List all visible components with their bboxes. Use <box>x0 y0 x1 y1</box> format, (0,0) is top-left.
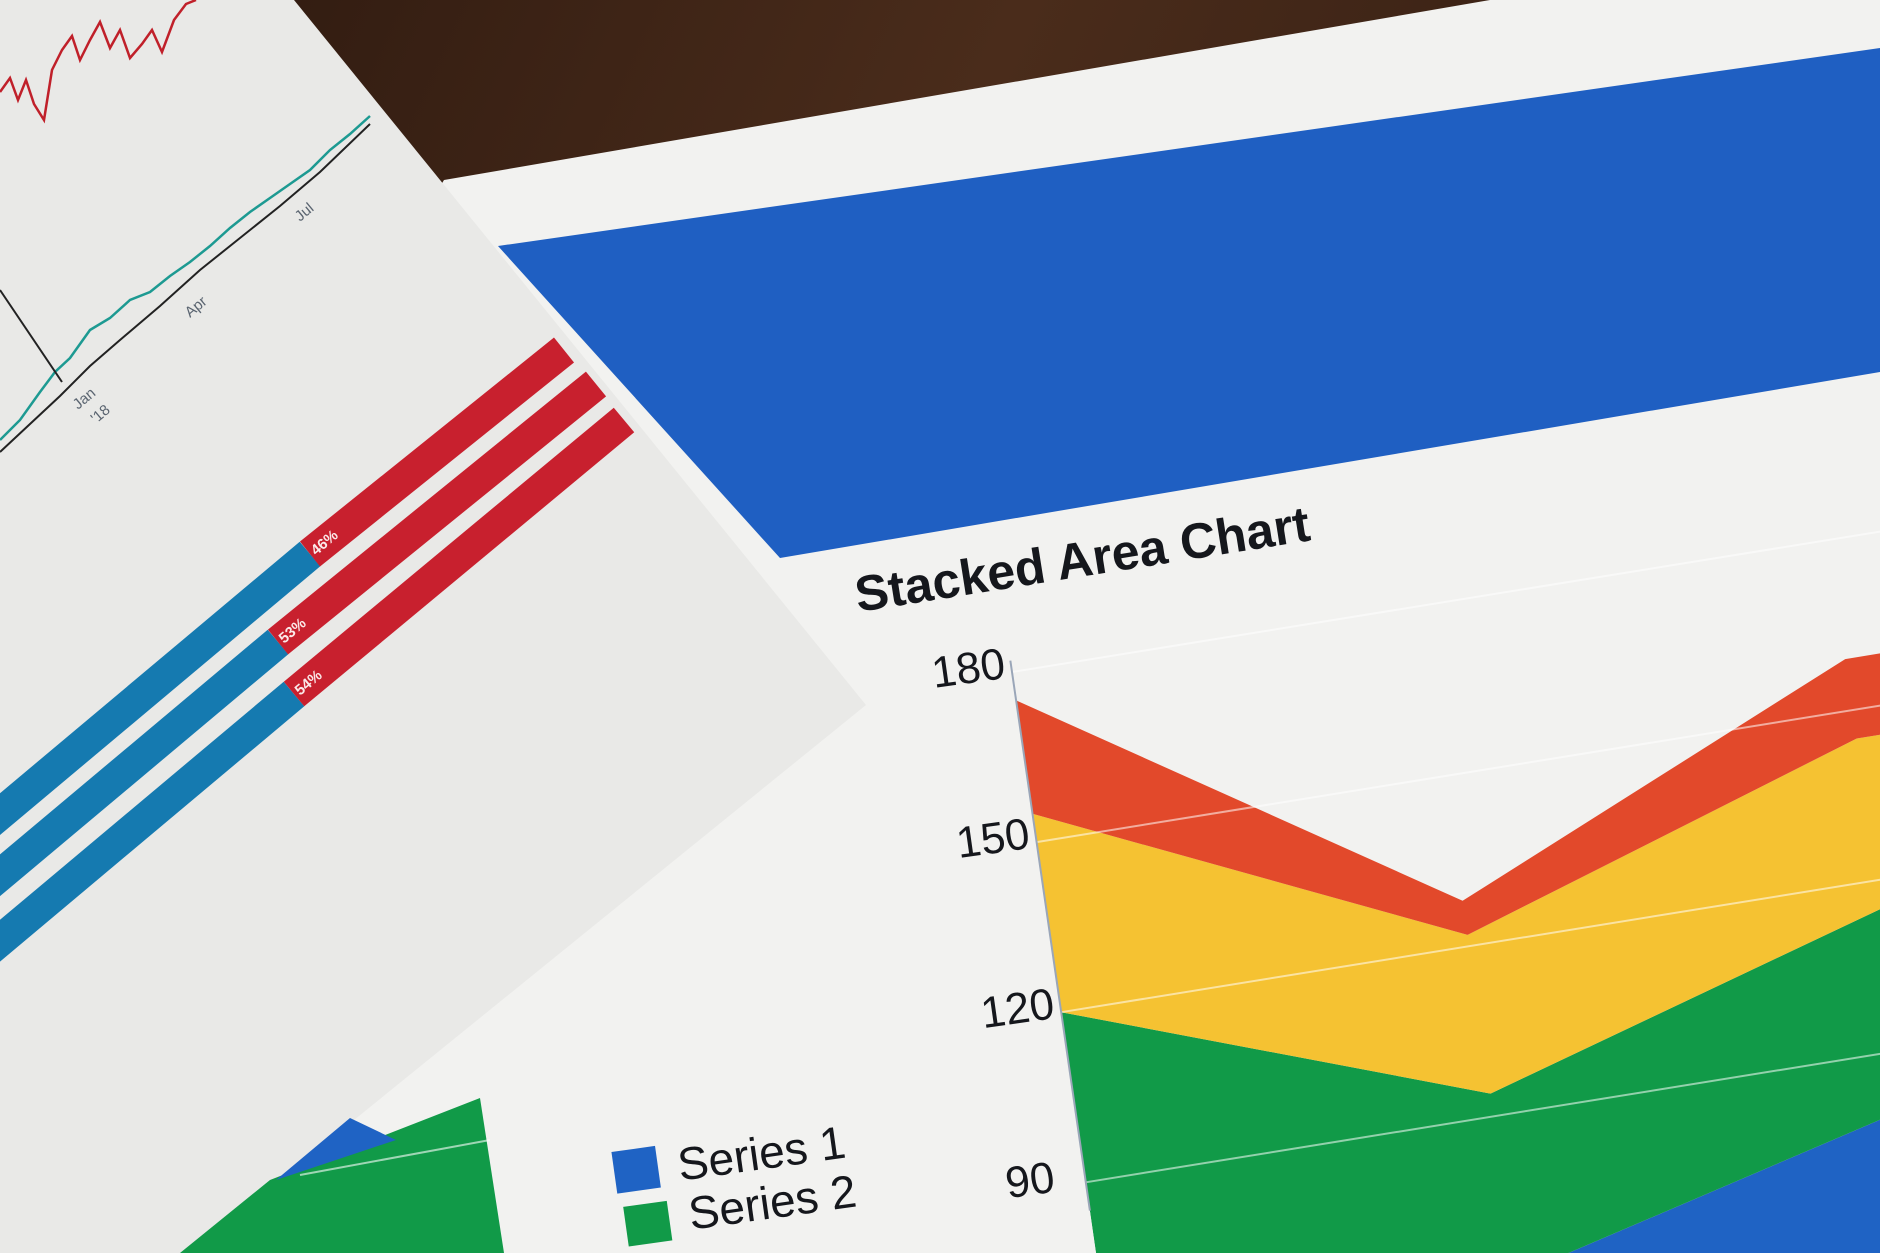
area-series-3 <box>1032 734 1880 1094</box>
area-series-2 <box>1061 909 1880 1253</box>
area-series-1 <box>1568 1119 1880 1253</box>
legend-swatch-series-2 <box>623 1200 673 1247</box>
bar-segment-red <box>299 337 575 567</box>
black-line-series <box>0 123 371 453</box>
gridline-90 <box>1085 1009 1880 1184</box>
y-tick-label-180: 180 <box>929 639 1009 698</box>
y-axis-line <box>1009 660 1091 1211</box>
bottom-left-area-chart <box>180 1098 504 1253</box>
y-tick-label-90: 90 <box>1002 1153 1057 1208</box>
bottom-left-gridline <box>299 1139 491 1176</box>
bottom-left-green-area <box>180 1098 504 1253</box>
stacked-area-chart: 180 150 120 90 <box>929 499 1880 1253</box>
left-stacked-bar-chart: 46%53%54% <box>0 337 635 962</box>
bar-segment-blue <box>0 681 305 962</box>
red-line-series <box>0 0 197 124</box>
bar-segment-red <box>283 407 635 707</box>
area-series-4 <box>1016 653 1880 935</box>
left-paper-sheet <box>0 0 866 1253</box>
legend-swatch-series-1 <box>611 1145 661 1194</box>
teal-line-series <box>0 115 371 441</box>
gridline-120 <box>1061 839 1880 1014</box>
bar-segment-blue <box>0 541 321 836</box>
marker-vertical-line <box>0 289 63 383</box>
header-blue-band <box>498 48 1880 558</box>
bottom-left-blue-area <box>276 1118 396 1180</box>
y-tick-label-120: 120 <box>978 979 1058 1038</box>
y-tick-label-150: 150 <box>953 809 1033 868</box>
bar-segment-red <box>267 371 607 655</box>
gridline-180 <box>1011 499 1880 673</box>
gridline-150 <box>1036 669 1880 844</box>
bar-segment-blue <box>0 629 289 897</box>
